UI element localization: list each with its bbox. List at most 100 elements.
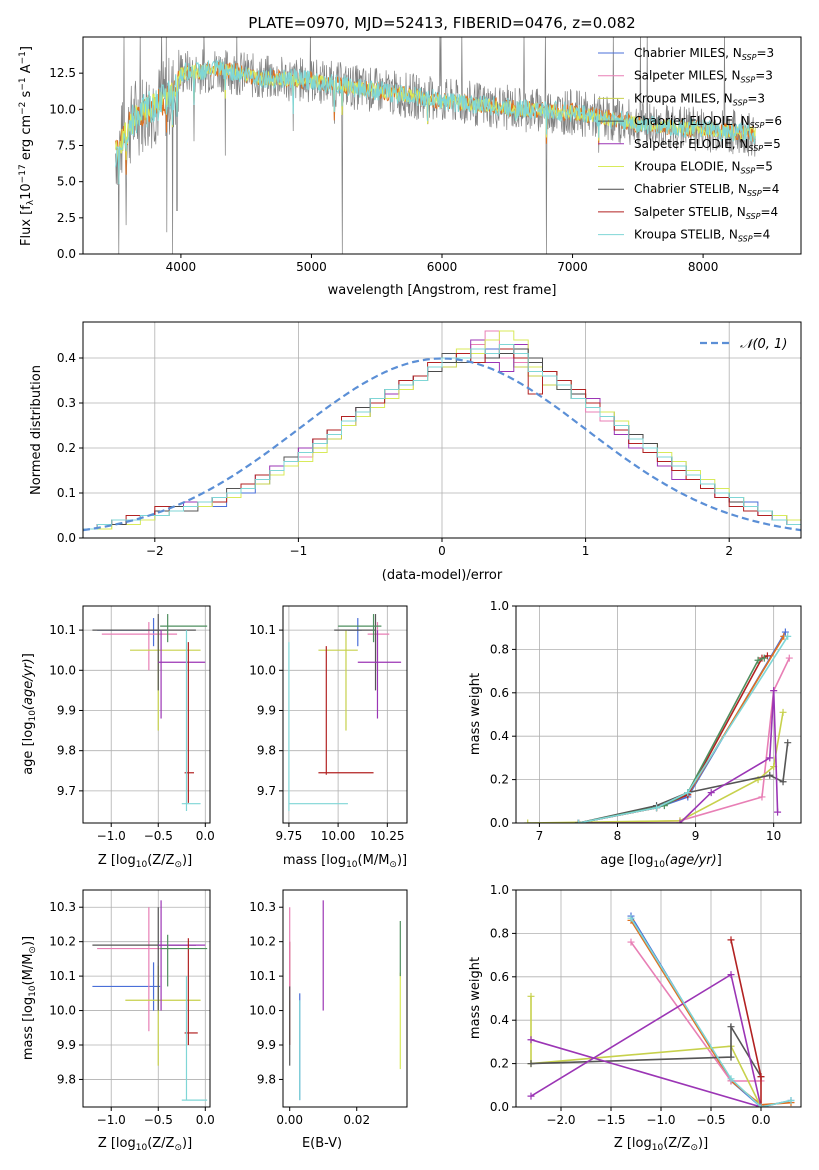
- x-tick-label: 10.00: [321, 829, 355, 843]
- spectrum-panel: 4000 5000 6000 7000 8000 0.0 2.5 5.0 7.5 10.0 12.5…: [49, 36, 802, 274]
- massweight-marker: [774, 808, 782, 816]
- x-tick-label: 8: [614, 829, 622, 843]
- massweight-marker: [527, 992, 535, 1000]
- massweight-marker: [779, 708, 787, 716]
- x-tick-label: 10.25: [370, 829, 404, 843]
- x-tick-label: 0: [438, 544, 446, 558]
- mwAge-xlabel: age [log10(age/yr)]: [600, 853, 722, 870]
- massZ-xlabel: Z [log10(Z/Z⊙)]: [98, 1136, 192, 1153]
- massweight-marker: [758, 793, 766, 801]
- x-tick-label: 7: [536, 829, 544, 843]
- ageZ-xlabel: Z [log10(Z/Z⊙)]: [98, 853, 192, 870]
- residual-histogram-panel: −2 −1 0 1 2 0.0 0.1 0.2 0.3 0.4 𝒩(0, 1): [57, 321, 802, 558]
- y-tick-label: 10.0: [49, 663, 76, 677]
- axes-frame: [515, 605, 802, 824]
- plot-area: [83, 330, 801, 538]
- x-tick-label: 0.02: [343, 1113, 370, 1127]
- massweight-line: [578, 657, 765, 823]
- legend-entry: Salpeter STELIB, NSSP=4: [634, 205, 778, 221]
- massweight-marker: [627, 938, 635, 946]
- age-vs-Z-panel: −1.0 −0.5 0.0 9.7 9.8 9.9 10.0 10.1: [49, 605, 215, 843]
- massweight-marker: [727, 1023, 735, 1031]
- x-tick-label: −1.0: [97, 1113, 126, 1127]
- y-tick-label: 9.9: [57, 1038, 76, 1052]
- y-tick-label: 0.0: [57, 531, 76, 545]
- legend-entry: Kroupa ELODIE, NSSP=5: [634, 160, 773, 176]
- x-tick-label: −2.0: [546, 1113, 575, 1127]
- plot-area: [92, 900, 208, 1101]
- massweight-marker: [527, 1036, 535, 1044]
- y-tick-label: 0.2: [490, 773, 509, 787]
- x-tick-label: −1: [290, 544, 308, 558]
- y-tick-label: 0.4: [490, 729, 509, 743]
- x-tick-label: −1.0: [97, 829, 126, 843]
- x-tick-label: 10: [766, 829, 781, 843]
- spectrum-ylabel: Flux [fλ10−17 erg cm−2 s−1 A−1]: [18, 46, 36, 246]
- legend-entry: Salpeter MILES, NSSP=3: [634, 69, 773, 85]
- x-tick-label: −0.5: [696, 1113, 725, 1127]
- x-tick-label: −1.5: [596, 1113, 625, 1127]
- ageMass-xlabel: mass [log10(M/M⊙)]: [283, 853, 407, 870]
- y-tick-label: 1.0: [490, 599, 509, 613]
- y-tick-label: 0.4: [490, 1013, 509, 1027]
- massZ-ylabel: mass [log10(M/M⊙)]: [21, 936, 38, 1060]
- y-tick-label: 2.5: [57, 211, 76, 225]
- x-tick-label: 6000: [427, 260, 458, 274]
- mass-vs-Z-panel: −1.0 −0.5 0.0 9.8 9.9 10.0 10.1 10.2 10.3: [49, 889, 215, 1127]
- x-tick-label: 7000: [557, 260, 588, 274]
- y-tick-label: 10.1: [249, 623, 276, 637]
- y-tick-label: 9.8: [57, 744, 76, 758]
- y-tick-label: 10.3: [249, 900, 276, 914]
- y-tick-label: 0.8: [490, 926, 509, 940]
- massweight-marker: [627, 914, 635, 922]
- massweight-line: [530, 1023, 762, 1078]
- massweight-marker: [727, 1053, 735, 1061]
- x-tick-label: 9.75: [276, 829, 303, 843]
- y-tick-label: 10.1: [249, 969, 276, 983]
- massweight-marker: [524, 819, 532, 823]
- y-tick-label: 9.7: [57, 784, 76, 798]
- y-tick-label: 0.2: [57, 441, 76, 455]
- y-tick-label: 10.2: [249, 935, 276, 949]
- x-tick-label: 0.0: [196, 1113, 215, 1127]
- axes-frame: [515, 889, 802, 1108]
- x-tick-label: 8000: [688, 260, 719, 274]
- legend-entry: 𝒩(0, 1): [740, 337, 787, 352]
- massweight-marker: [757, 1073, 765, 1081]
- y-tick-label: 9.8: [57, 1072, 76, 1086]
- y-tick-label: 9.8: [257, 744, 276, 758]
- x-tick-label: −1.0: [646, 1113, 675, 1127]
- legend-entry: Kroupa STELIB, NSSP=4: [634, 228, 770, 244]
- x-tick-label: 0.00: [276, 1113, 303, 1127]
- y-tick-label: 0.6: [490, 970, 509, 984]
- massweight-marker: [784, 739, 792, 747]
- legend-entry: Chabrier MILES, NSSP=3: [634, 46, 774, 62]
- massweight-marker: [727, 936, 735, 944]
- y-tick-label: 10.0: [249, 663, 276, 677]
- x-tick-label: −0.5: [144, 829, 173, 843]
- massweight-marker: [676, 819, 684, 823]
- x-tick-label: −2: [146, 544, 164, 558]
- x-tick-label: 4000: [166, 260, 197, 274]
- x-tick-label: 5000: [296, 260, 327, 274]
- massweight-marker: [754, 656, 762, 664]
- massweight-marker: [779, 778, 787, 786]
- mwAge-ylabel: mass weight: [468, 673, 483, 755]
- massweight-marker: [574, 819, 582, 823]
- massweight-marker: [785, 654, 793, 662]
- massweight-marker: [653, 804, 661, 812]
- y-tick-label: 9.9: [57, 703, 76, 717]
- y-tick-label: 5.0: [57, 175, 76, 189]
- spectrum-xlabel: wavelength [Angstrom, rest frame]: [328, 283, 557, 298]
- figure-title: PLATE=0970, MJD=52413, FIBERID=0476, z=0…: [248, 14, 635, 32]
- axes-frame: [82, 321, 802, 539]
- x-tick-label: −0.5: [144, 1113, 173, 1127]
- massEBV-xlabel: E(B-V): [302, 1136, 342, 1151]
- histogram-xlabel: (data-model)/error: [382, 568, 503, 583]
- y-tick-label: 0.1: [57, 486, 76, 500]
- histogram-ylabel: Normed distribution: [29, 365, 44, 495]
- massweight-marker: [757, 1103, 765, 1107]
- y-tick-label: 10.1: [49, 623, 76, 637]
- y-tick-label: 12.5: [49, 66, 76, 80]
